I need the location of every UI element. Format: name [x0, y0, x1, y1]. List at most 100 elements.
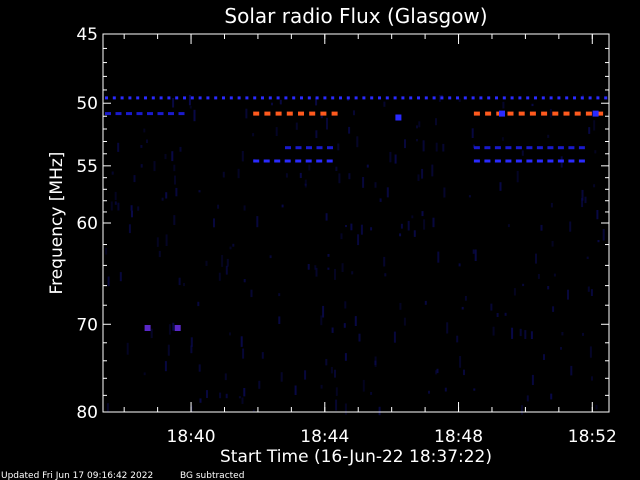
noise-streak — [383, 256, 386, 267]
band-dash — [565, 96, 569, 100]
noise-streak — [106, 403, 109, 412]
noise-streak — [219, 392, 222, 399]
noise-streak — [174, 175, 176, 185]
noise-streak — [360, 224, 363, 235]
band-dash — [541, 96, 545, 100]
band-dash — [168, 112, 174, 116]
noise-streak — [386, 187, 389, 198]
y-tick-label: 60 — [76, 214, 98, 234]
noise-streak — [161, 197, 164, 201]
noise-streak — [421, 211, 424, 217]
band-dash — [578, 159, 585, 163]
noise-streak — [567, 289, 569, 300]
band-dash — [115, 112, 122, 116]
band-dash — [409, 96, 413, 100]
noise-streak — [459, 356, 462, 368]
noise-streak — [473, 388, 476, 391]
noise-streak — [357, 234, 360, 246]
noise-streak — [245, 108, 248, 119]
noise-streak — [537, 274, 540, 279]
noise-streak — [198, 364, 201, 372]
noise-streak — [250, 289, 253, 298]
noise-streak — [335, 166, 338, 171]
band-dash — [286, 111, 293, 116]
band-dash — [284, 159, 291, 163]
x-axis-label: Start Time (16-Jun-22 18:37:22) — [220, 447, 492, 467]
noise-streak — [150, 328, 153, 339]
band-dash — [526, 159, 533, 163]
band-dash — [518, 96, 522, 100]
noise-streak — [238, 396, 241, 399]
noise-streak — [325, 213, 328, 221]
noise-streak — [561, 332, 564, 336]
noise-streak — [241, 397, 244, 404]
noise-streak — [117, 142, 120, 152]
band-dash — [315, 96, 319, 100]
noise-streak — [547, 134, 550, 138]
noise-streak — [471, 128, 474, 138]
noise-streak — [569, 221, 572, 232]
noise-streak — [474, 249, 477, 261]
noise-streak — [496, 313, 499, 317]
band-dash — [473, 159, 480, 163]
noise-streak — [531, 103, 534, 107]
noise-streak — [173, 215, 176, 225]
noise-streak — [156, 237, 159, 247]
noise-streak — [240, 336, 243, 347]
footer-bg-note: BG subtracted — [180, 471, 244, 480]
x-tick-label: 18:52 — [568, 427, 617, 447]
band-dash — [120, 96, 124, 100]
noise-streak — [172, 98, 175, 108]
noise-streak — [252, 133, 255, 137]
noise-streak — [164, 154, 167, 160]
noise-streak — [304, 370, 307, 380]
band-dash — [136, 96, 140, 100]
noise-streak — [399, 233, 402, 237]
noise-streak — [326, 117, 328, 130]
noise-streak — [190, 345, 193, 354]
noise-streak — [358, 333, 361, 342]
band-dash — [105, 112, 111, 116]
band-dash — [529, 111, 536, 116]
noise-streak — [531, 374, 534, 385]
noise-streak — [589, 346, 592, 358]
noise-streak — [436, 368, 439, 374]
band-dash — [518, 111, 525, 116]
noise-streak — [472, 249, 475, 254]
noise-streak — [499, 182, 502, 191]
noise-streak — [444, 387, 447, 392]
band-dash — [568, 146, 575, 150]
noise-streak — [383, 101, 386, 107]
band-dash — [515, 159, 522, 163]
noise-streak — [258, 380, 261, 389]
noise-streak — [131, 210, 133, 218]
noise-streak — [550, 393, 553, 400]
noise-streak — [595, 404, 598, 410]
band-dash — [190, 96, 194, 100]
noise-streak — [175, 187, 178, 197]
noise-streak — [128, 224, 131, 234]
noise-streak — [143, 372, 146, 376]
signal-spot — [592, 110, 599, 117]
band-dash — [424, 96, 428, 100]
noise-streak — [551, 241, 554, 247]
band-dash — [484, 159, 491, 163]
band-dash — [275, 111, 282, 116]
band-dash — [331, 96, 335, 100]
band-dash — [323, 96, 327, 100]
noise-streak — [294, 385, 297, 395]
noise-streak — [243, 205, 246, 211]
noise-streak — [327, 267, 330, 270]
x-axis-ticks: 18:40 18:44 18:48 18:52 — [123, 34, 617, 447]
noise-streak — [110, 201, 113, 211]
band-dash — [484, 146, 491, 150]
band-dash — [331, 111, 338, 116]
band-dash — [578, 146, 585, 150]
band-dash — [370, 96, 374, 100]
noise-streak — [140, 164, 143, 168]
y-tick-label: 80 — [76, 403, 98, 423]
y-axis-label: Frequency [MHz] — [47, 152, 67, 295]
band-dash — [573, 96, 576, 100]
noise-streak — [285, 173, 288, 178]
noise-streak — [229, 332, 231, 336]
